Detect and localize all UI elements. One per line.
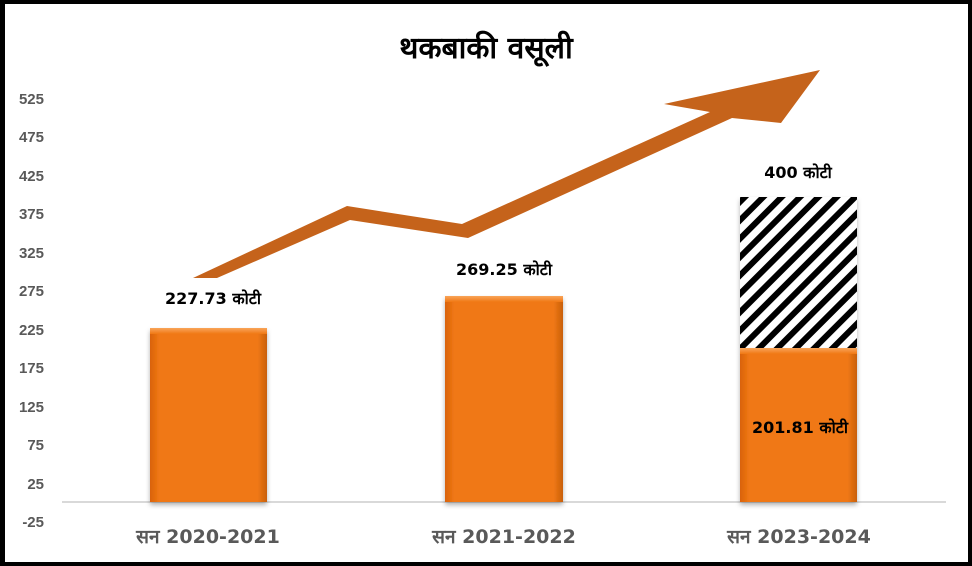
y-tick: 425 xyxy=(18,168,44,185)
data-label-bar1: 227.73 कोटी xyxy=(165,289,261,308)
y-tick: 325 xyxy=(18,245,44,262)
y-tick: 25 xyxy=(27,476,44,493)
chart-title: थकबाकी वसूली xyxy=(399,31,573,66)
y-tick: 225 xyxy=(18,322,44,339)
bar-2023-2024-target-hatched xyxy=(740,197,857,348)
data-label-bar3-target: 400 कोटी xyxy=(764,163,832,182)
bar-2020-2021 xyxy=(150,328,267,502)
y-tick: 475 xyxy=(18,129,44,146)
x-label-2020-2021: सन 2020-2021 xyxy=(136,526,280,548)
y-tick: 75 xyxy=(27,437,44,454)
y-tick: 375 xyxy=(18,206,44,223)
y-tick: 275 xyxy=(18,283,44,300)
data-label-bar3-actual: 201.81 कोटी xyxy=(752,418,848,437)
y-tick: -25 xyxy=(22,514,44,531)
data-label-bar2: 269.25 कोटी xyxy=(456,260,552,279)
trend-arrow-icon xyxy=(193,70,820,278)
bar-2021-2022 xyxy=(445,296,563,502)
x-label-2021-2022: सन 2021-2022 xyxy=(432,526,576,548)
bar-2023-2024-actual xyxy=(740,348,857,502)
y-tick: 175 xyxy=(18,360,44,377)
y-tick: 525 xyxy=(18,91,44,108)
y-tick: 125 xyxy=(18,399,44,416)
x-label-2023-2024: सन 2023-2024 xyxy=(727,526,871,548)
